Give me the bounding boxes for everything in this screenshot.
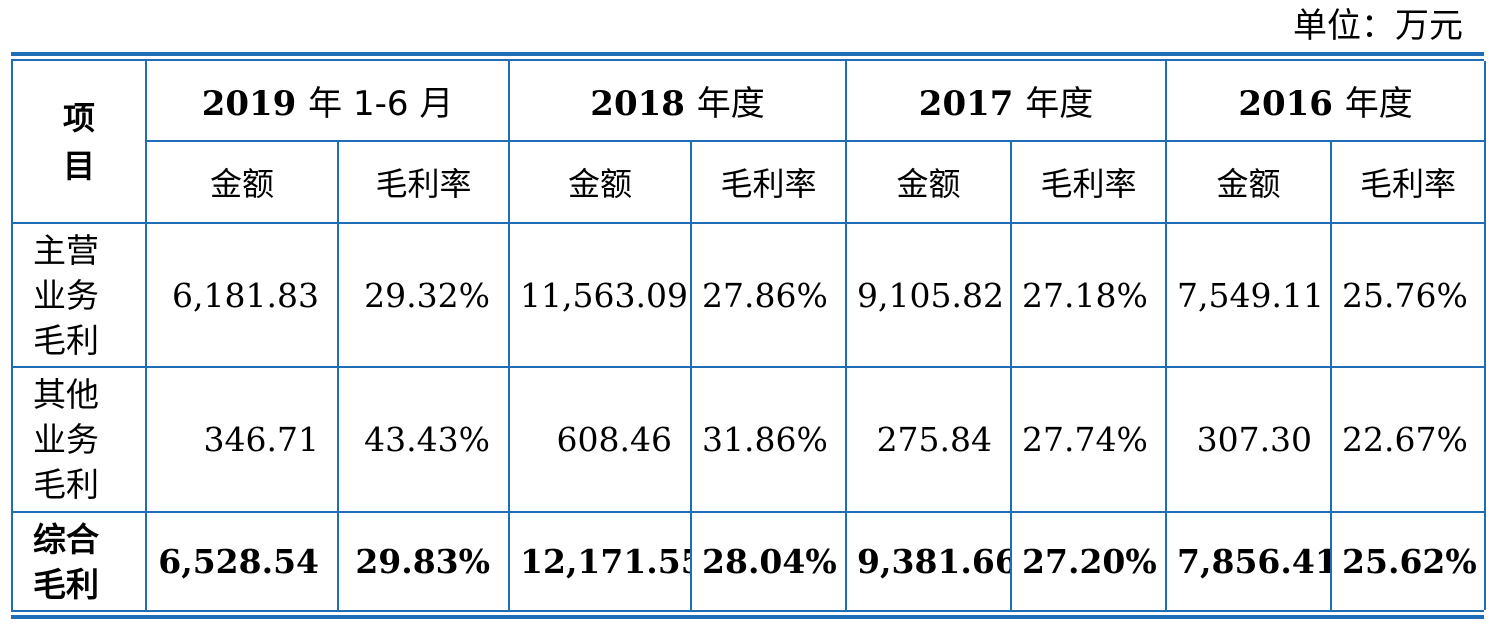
header-item-cell: 项 目 [11,61,147,224]
header-period-2018: 2018 年度 [508,61,848,142]
gross-margin-table: 项 目 2019 年 1-6 月 2018 年度 2017 年度 2016 年度… [11,61,1487,610]
header-margin: 毛利率 [1010,140,1168,224]
header-amount: 金额 [145,140,339,224]
row-label: 其他 业务 毛利 [11,366,147,513]
margin-cell: 27.18% [1010,222,1168,368]
table-top-double-rule [11,52,1484,61]
margin-cell: 27.74% [1010,366,1168,513]
period-year: 2018 [590,84,685,124]
header-margin: 毛利率 [690,140,848,224]
period-year: 2019 [201,84,297,124]
header-margin: 毛利率 [336,140,511,224]
row-label-line: 主营 [33,230,99,270]
margin-cell: 27.20% [1010,511,1168,610]
margin-cell: 43.43% [336,366,511,513]
header-period-2019h1: 2019 年 1-6 月 [144,61,511,142]
amount-cell: 307.30 [1165,366,1333,513]
row-label-line: 其他 [33,375,99,414]
row-label-line: 业务 [33,420,99,459]
table-row-other-business: 其他 业务 毛利 346.71 43.43% 608.46 31.86% 275… [11,366,1487,513]
row-label-line: 综合 [33,519,99,559]
row-label-line: 毛利 [33,465,99,504]
table-row-total: 综合 毛利 6,528.54 29.83% 12,171.55 28.04% 9… [11,511,1487,610]
header-item-char: 目 [62,146,95,185]
amount-cell: 6,181.83 [145,222,339,368]
unit-label: 单位：万元 [1293,6,1463,46]
margin-cell: 25.62% [1330,511,1487,610]
amount-cell: 346.71 [145,366,339,513]
table-row-main-business: 主营 业务 毛利 6,181.83 29.32% 11,563.09 27.86… [11,222,1487,368]
amount-cell: 7,549.11 [1165,222,1333,368]
row-label: 综合 毛利 [11,511,147,610]
margin-cell: 22.67% [1330,366,1487,513]
amount-cell: 608.46 [508,366,693,513]
amount-cell: 9,381.66 [845,511,1013,610]
amount-cell: 7,856.41 [1165,511,1333,610]
header-item-char: 项 [62,98,95,137]
margin-cell: 28.04% [690,511,848,610]
amount-cell: 12,171.55 [508,511,693,610]
amount-cell: 275.84 [845,366,1013,513]
margin-cell: 31.86% [690,366,848,513]
table-bottom-double-rule [11,610,1484,619]
period-suffix: 年 1-6 月 [308,84,454,124]
header-margin: 毛利率 [1330,140,1487,224]
header-period-2017: 2017 年度 [845,61,1168,142]
row-label-line: 毛利 [33,320,99,360]
period-suffix: 年度 [1344,84,1413,124]
amount-cell: 11,563.09 [508,222,693,368]
period-suffix: 年度 [696,84,765,124]
row-label-line: 业务 [33,275,99,315]
amount-cell: 9,105.82 [845,222,1013,368]
period-year: 2017 [918,84,1014,124]
margin-cell: 29.83% [336,511,511,610]
header-amount: 金额 [508,140,693,224]
margin-cell: 29.32% [336,222,511,368]
header-row-periods: 项 目 2019 年 1-6 月 2018 年度 2017 年度 2016 年度 [11,61,1487,224]
row-label: 主营 业务 毛利 [11,222,147,368]
period-suffix: 年度 [1025,84,1094,124]
header-row-metrics: 金额 毛利率 金额 毛利率 金额 毛利率 金额 毛利率 [12,140,1487,224]
margin-cell: 25.76% [1330,222,1487,368]
header-amount: 金额 [845,140,1013,224]
period-year: 2016 [1238,84,1333,124]
amount-cell: 6,528.54 [145,511,339,610]
row-label-line: 毛利 [33,564,99,604]
header-period-2016: 2016 年度 [1165,61,1487,142]
header-amount: 金额 [1165,140,1333,224]
margin-cell: 27.86% [690,222,848,368]
